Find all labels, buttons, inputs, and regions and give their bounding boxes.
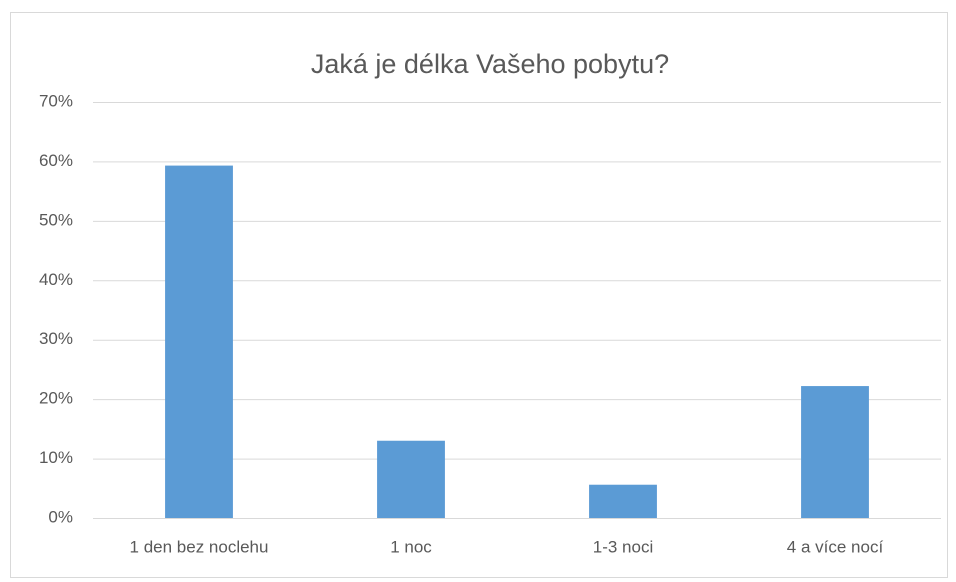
chart-title: Jaká je délka Vašeho pobytu? (311, 49, 669, 79)
y-tick-label: 20% (39, 389, 73, 408)
y-tick-label: 30% (39, 329, 73, 348)
y-tick-label: 10% (39, 448, 73, 467)
y-tick-label: 70% (39, 91, 73, 110)
x-tick-label: 1 den bez noclehu (130, 537, 269, 556)
bar (589, 484, 657, 518)
x-tick-label: 1 noc (390, 537, 432, 556)
bar (801, 386, 869, 518)
bar (165, 165, 233, 519)
x-tick-label: 4 a více nocí (787, 537, 884, 556)
y-tick-label: 50% (39, 210, 73, 229)
y-tick-label: 40% (39, 270, 73, 289)
y-tick-label: 0% (48, 507, 73, 526)
bar (377, 440, 445, 518)
y-tick-label: 60% (39, 151, 73, 170)
x-tick-label: 1-3 noci (593, 537, 653, 556)
